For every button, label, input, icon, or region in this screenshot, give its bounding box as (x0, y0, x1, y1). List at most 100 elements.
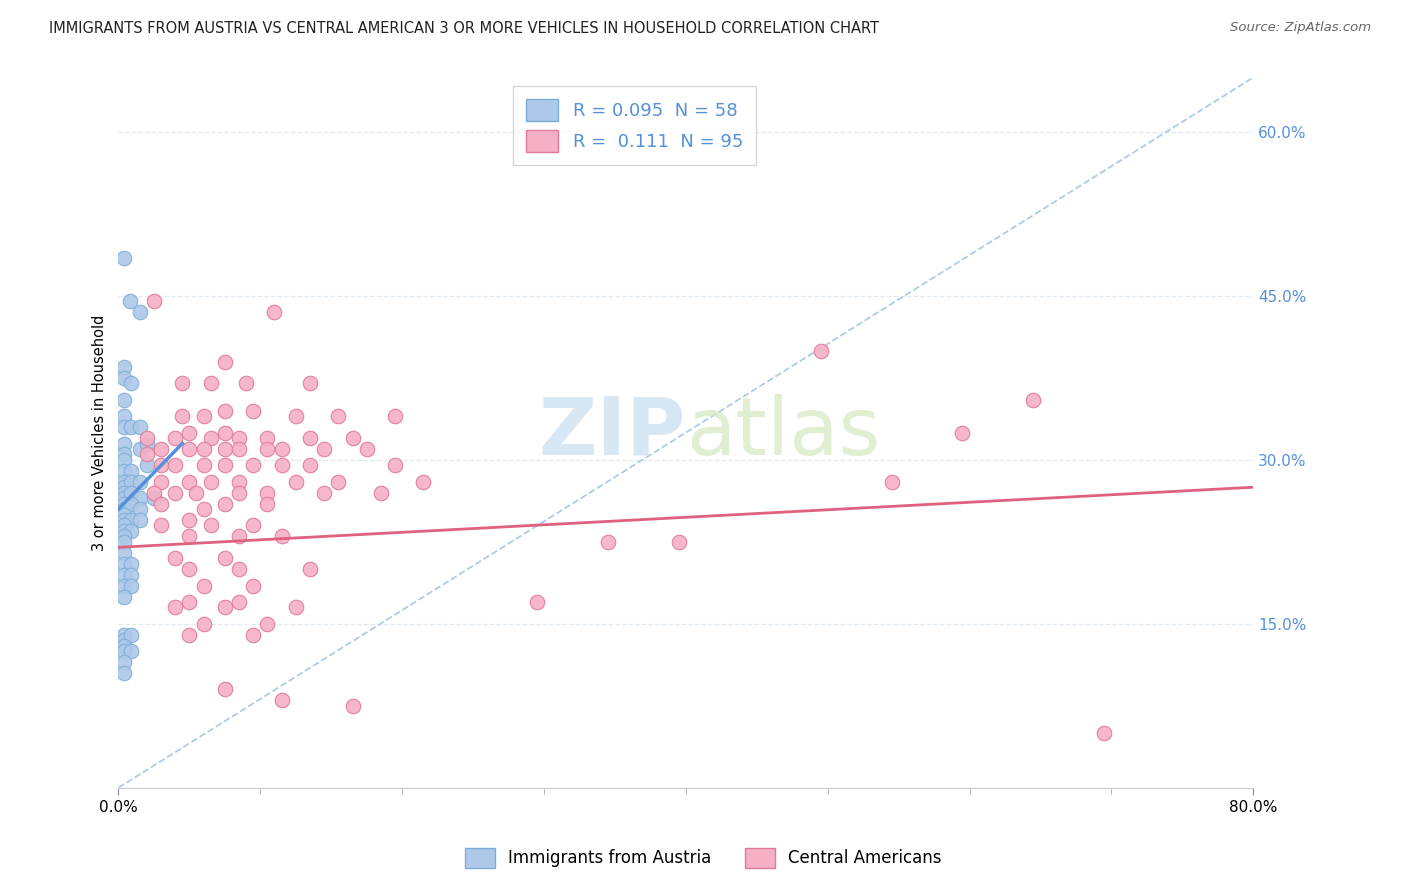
Point (242, 518, 264, 533)
Point (128, 305, 150, 319)
Point (179, 529, 201, 543)
Point (112, 524, 135, 538)
Point (120, 578, 142, 592)
Point (128, 475, 150, 489)
Legend: R = 0.095  N = 58, R =  0.111  N = 95: R = 0.095 N = 58, R = 0.111 N = 95 (513, 87, 756, 165)
Point (810, 343, 832, 358)
Point (242, 403, 264, 417)
Point (256, 497, 278, 511)
Point (228, 529, 250, 543)
Point (112, 497, 135, 511)
Point (112, 578, 135, 592)
Point (596, 534, 619, 549)
Point (120, 567, 142, 582)
Point (112, 644, 135, 658)
Point (228, 475, 250, 489)
Point (120, 485, 142, 500)
Point (120, 513, 142, 527)
Point (112, 491, 135, 505)
Point (112, 590, 135, 604)
Point (256, 485, 278, 500)
Text: atlas: atlas (686, 393, 880, 472)
Point (193, 458, 215, 473)
Point (298, 562, 321, 576)
Point (328, 409, 350, 424)
Point (193, 442, 215, 456)
Point (112, 453, 135, 467)
Point (112, 392, 135, 407)
Point (120, 524, 142, 538)
Point (112, 557, 135, 571)
Point (228, 562, 250, 576)
Point (165, 600, 187, 615)
Point (214, 354, 236, 368)
Point (150, 442, 173, 456)
Point (284, 475, 307, 489)
Point (120, 644, 142, 658)
Point (263, 305, 285, 319)
Point (172, 409, 194, 424)
Point (120, 628, 142, 642)
Point (112, 251, 135, 265)
Point (193, 616, 215, 631)
Point (342, 698, 364, 713)
Point (142, 294, 165, 309)
Point (228, 595, 250, 609)
Point (412, 475, 434, 489)
Point (214, 442, 236, 456)
Point (179, 513, 201, 527)
Point (112, 447, 135, 461)
Point (328, 475, 350, 489)
Point (165, 485, 187, 500)
Point (228, 431, 250, 445)
Point (270, 693, 292, 707)
Point (298, 458, 321, 473)
Point (214, 600, 236, 615)
Point (214, 682, 236, 697)
Point (193, 502, 215, 516)
Point (193, 409, 215, 424)
Point (142, 485, 165, 500)
Point (214, 551, 236, 566)
Point (112, 464, 135, 478)
Point (356, 442, 378, 456)
Point (112, 480, 135, 494)
Point (214, 425, 236, 440)
Point (200, 431, 222, 445)
Point (150, 518, 173, 533)
Point (112, 371, 135, 385)
Point (135, 447, 157, 461)
Point (179, 595, 201, 609)
Point (242, 628, 264, 642)
Point (526, 595, 548, 609)
Point (952, 425, 974, 440)
Point (370, 485, 392, 500)
Point (298, 376, 321, 391)
Point (214, 458, 236, 473)
Point (120, 557, 142, 571)
Point (112, 665, 135, 680)
Point (384, 409, 406, 424)
Point (342, 431, 364, 445)
Point (668, 534, 690, 549)
Point (256, 431, 278, 445)
Point (186, 485, 208, 500)
Point (128, 442, 150, 456)
Point (270, 442, 292, 456)
Point (179, 562, 201, 576)
Point (256, 442, 278, 456)
Point (150, 458, 173, 473)
Point (193, 578, 215, 592)
Text: IMMIGRANTS FROM AUSTRIA VS CENTRAL AMERICAN 3 OR MORE VEHICLES IN HOUSEHOLD CORR: IMMIGRANTS FROM AUSTRIA VS CENTRAL AMERI… (49, 21, 879, 36)
Point (112, 436, 135, 450)
Point (228, 442, 250, 456)
Point (150, 497, 173, 511)
Point (120, 475, 142, 489)
Point (179, 442, 201, 456)
Point (112, 420, 135, 434)
Point (135, 431, 157, 445)
Text: Source: ZipAtlas.com: Source: ZipAtlas.com (1230, 21, 1371, 34)
Point (314, 485, 336, 500)
Point (112, 628, 135, 642)
Point (200, 518, 222, 533)
